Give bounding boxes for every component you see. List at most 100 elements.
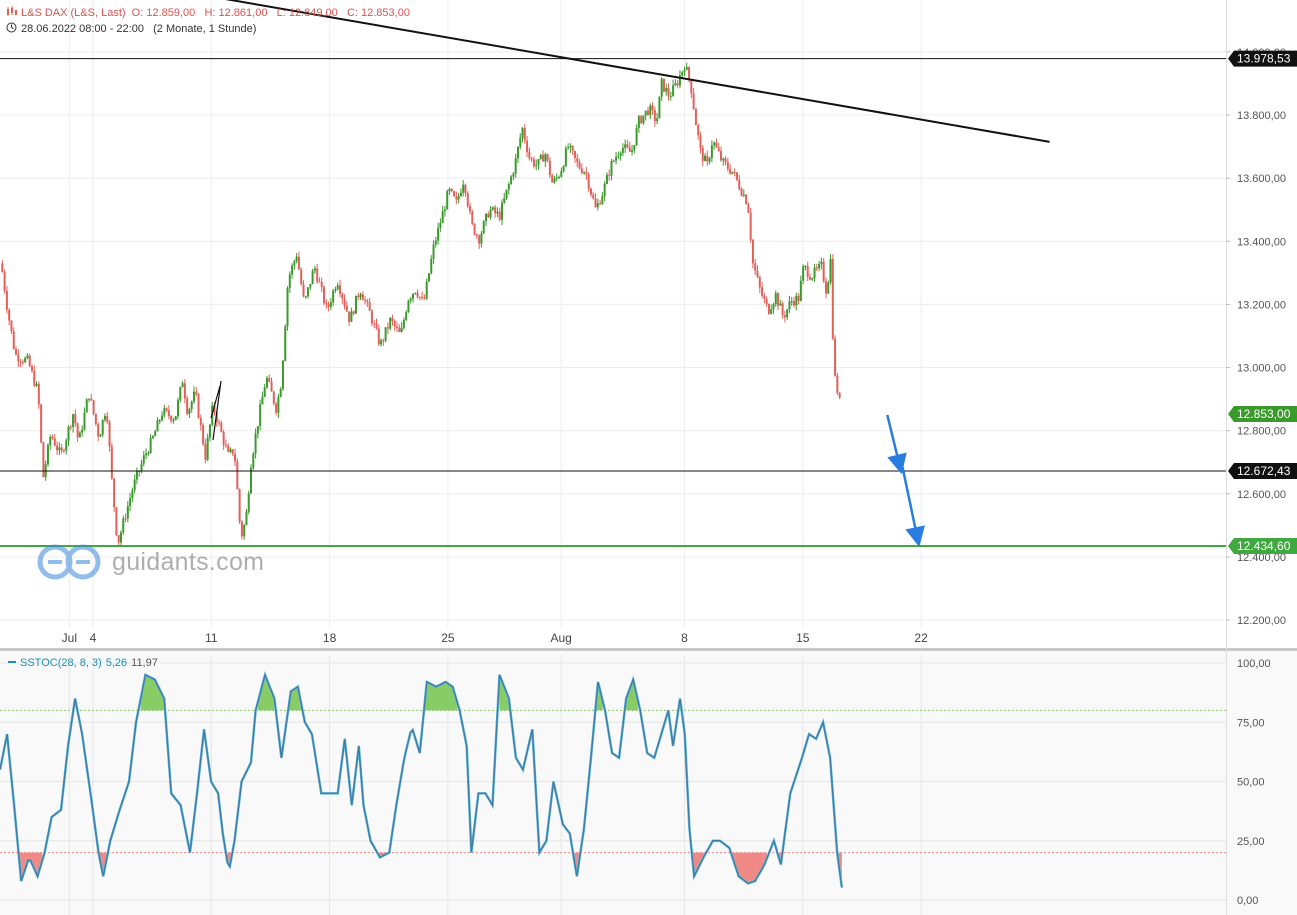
candle [377, 328, 380, 345]
candle [90, 398, 93, 401]
candle [724, 158, 727, 163]
candle [343, 298, 346, 306]
candle [464, 184, 467, 194]
indicator-k: 5,26 [105, 657, 128, 669]
candle [811, 278, 814, 280]
candle [432, 244, 435, 259]
support-green-price-label: 12.434,60 [1237, 539, 1291, 553]
candle [786, 309, 789, 318]
candle [459, 192, 462, 197]
candle [277, 396, 280, 413]
candle [685, 67, 688, 70]
candle [767, 304, 770, 314]
candle [366, 300, 369, 302]
candle [197, 394, 200, 418]
candle [361, 294, 364, 301]
drawing-mark [212, 380, 222, 441]
candle [585, 172, 588, 175]
overbought-fill [626, 679, 638, 711]
candle [494, 207, 497, 214]
candle [53, 438, 56, 446]
candle [804, 266, 807, 268]
candle [302, 284, 305, 297]
candle [291, 265, 294, 275]
candle [247, 493, 250, 512]
candle [756, 270, 759, 277]
candle [348, 311, 351, 322]
candle [681, 71, 684, 76]
candle [234, 454, 237, 462]
candle [254, 433, 257, 454]
candle [836, 375, 839, 393]
candle [462, 184, 465, 193]
candle [537, 159, 540, 165]
x-tick-label: Jul [62, 631, 77, 645]
candle [795, 295, 798, 306]
candle [370, 310, 373, 324]
candle [156, 420, 159, 432]
candle [60, 447, 63, 451]
candle [774, 293, 777, 305]
candle [642, 115, 645, 124]
candle [270, 381, 273, 392]
candle [83, 412, 86, 430]
candle [731, 171, 734, 174]
candle [380, 340, 383, 345]
candle [640, 116, 643, 124]
candle [434, 240, 437, 245]
candle [293, 260, 296, 266]
candle [576, 157, 579, 163]
projection-arrow-2 [901, 466, 925, 547]
candle [763, 295, 766, 300]
candle [113, 478, 116, 508]
candle [24, 357, 27, 363]
candle [17, 354, 20, 362]
candle [797, 295, 800, 301]
candle [761, 287, 764, 296]
candle [21, 361, 24, 363]
candle [149, 437, 152, 454]
candle [601, 195, 604, 205]
candle [599, 203, 602, 205]
candle [824, 281, 827, 294]
candle [523, 127, 526, 141]
candle [754, 263, 757, 271]
indicator-d: 11,97 [131, 657, 158, 669]
candle [450, 188, 453, 192]
candle [85, 399, 88, 413]
resistance-price-label: 13.978,53 [1237, 52, 1291, 66]
candle [567, 147, 570, 149]
x-tick-label: 25 [441, 631, 455, 645]
candle [265, 377, 268, 388]
resistance-price-label-bg [1228, 50, 1297, 67]
candle [140, 463, 143, 472]
candle [327, 303, 330, 307]
candle [284, 326, 287, 361]
candles-group [1, 62, 841, 547]
downtrend-line [225, 0, 1050, 143]
candle [742, 194, 745, 196]
candle [368, 301, 371, 311]
x-tick-label: 18 [323, 631, 337, 645]
candle [354, 295, 357, 314]
support-price-label-bg [1228, 462, 1297, 479]
candle [733, 171, 736, 173]
candle [357, 295, 360, 298]
candle [532, 159, 535, 167]
candle [375, 323, 378, 329]
candle [220, 422, 223, 433]
candle [758, 276, 761, 288]
candle [202, 425, 205, 445]
candle [286, 287, 289, 327]
candle [667, 88, 670, 97]
candle [26, 355, 29, 358]
stoch-ytick-label: 100,00 [1237, 658, 1271, 670]
candle [653, 110, 656, 122]
overbought-fill [288, 686, 303, 711]
candle [793, 301, 796, 306]
candle [8, 309, 11, 321]
price-ytick-label: 13.000,00 [1237, 363, 1286, 375]
candle [147, 453, 150, 455]
candle [161, 415, 164, 421]
